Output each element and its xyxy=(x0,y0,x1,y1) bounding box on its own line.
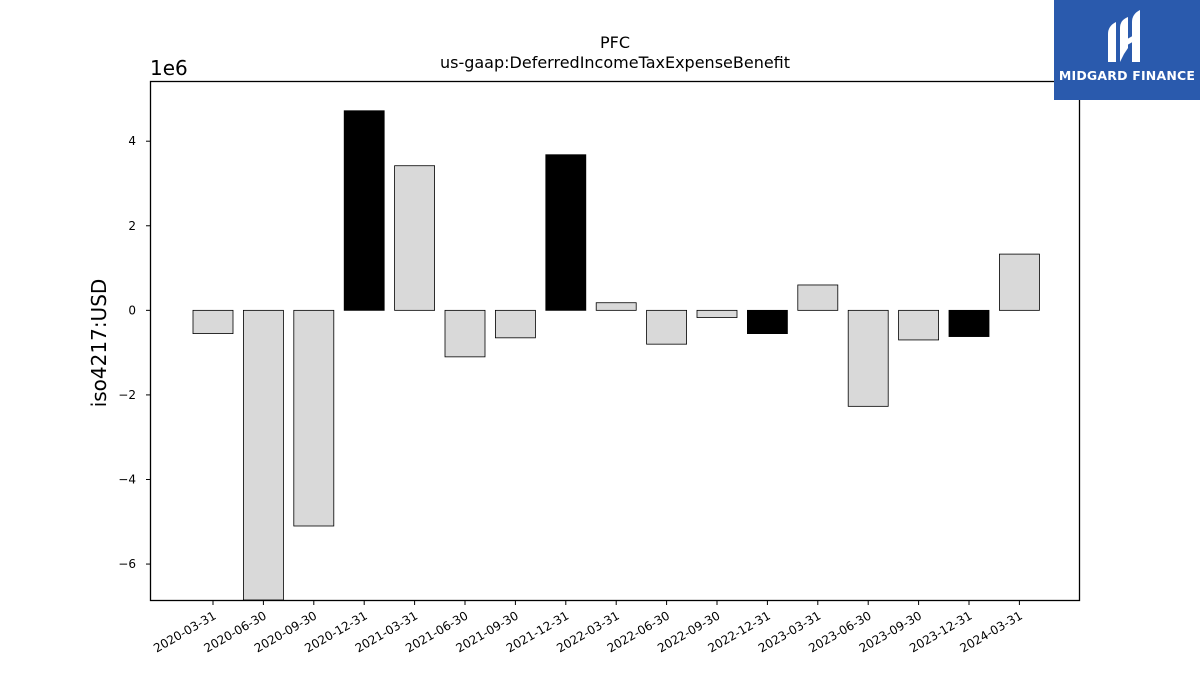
bar-2022-06-30 xyxy=(646,309,687,345)
y-axis-ticks: −6 −4 −2 0 2 4 xyxy=(118,134,151,571)
chart-title: PFC xyxy=(600,33,630,52)
bars-layer xyxy=(192,110,1040,601)
bar-2023-09-30 xyxy=(898,309,939,341)
bar-2022-09-30 xyxy=(696,309,738,318)
plot-frame xyxy=(149,80,1081,602)
bar-2021-09-30 xyxy=(494,309,536,339)
brand-name: MIDGARD FINANCE xyxy=(1058,68,1196,83)
y-scale-multiplier: 1e6 xyxy=(150,56,188,80)
bar-2023-06-30 xyxy=(847,309,889,407)
bar-2020-12-31 xyxy=(343,110,385,311)
bar-2021-06-30 xyxy=(444,309,486,358)
chart-subtitle: us-gaap:DeferredIncomeTaxExpenseBenefit xyxy=(440,53,790,72)
y-tick-label: 0 xyxy=(128,303,136,317)
bar-2021-12-31 xyxy=(545,154,587,311)
y-tick-label: −4 xyxy=(118,472,136,486)
x-axis-ticks: 2020-03-312020-06-302020-09-302020-12-31… xyxy=(151,600,1025,655)
bar-2021-03-31 xyxy=(394,165,436,311)
bar-2022-03-31 xyxy=(595,302,637,311)
bar-2020-03-31 xyxy=(192,309,234,335)
y-axis-label: iso4217:USD xyxy=(87,279,111,408)
bar-2022-12-31 xyxy=(747,309,788,335)
bar-2023-12-31 xyxy=(948,309,990,337)
brand-logo: MIDGARD FINANCE xyxy=(1054,0,1200,100)
midgard-logo-icon xyxy=(1108,10,1140,62)
bar-2020-06-30 xyxy=(242,309,284,601)
y-tick-label: −2 xyxy=(118,388,136,402)
bar-2023-03-31 xyxy=(797,284,839,311)
y-tick-label: 2 xyxy=(128,219,136,233)
bar-2020-09-30 xyxy=(293,309,335,527)
y-tick-label: −6 xyxy=(118,557,136,571)
y-tick-label: 4 xyxy=(128,134,136,148)
bar-2024-03-31 xyxy=(999,253,1040,311)
